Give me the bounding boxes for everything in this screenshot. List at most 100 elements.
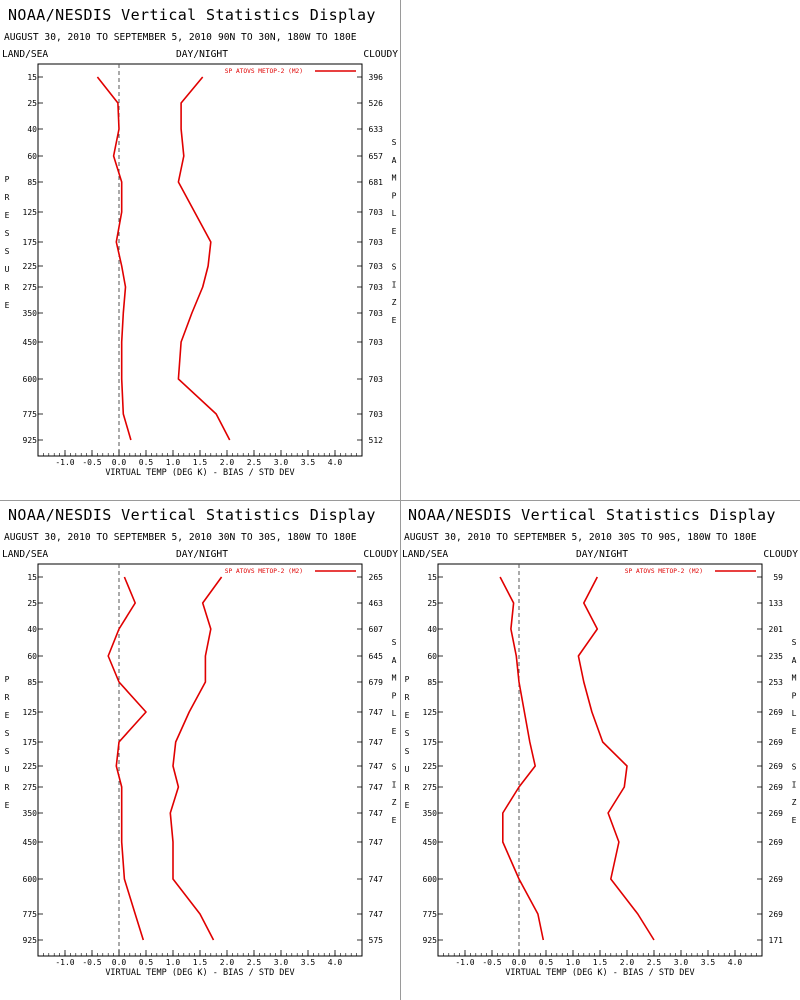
region-label: 90N TO 30N, 180W TO 180E	[218, 32, 357, 43]
sample-size-label: 607	[369, 625, 384, 634]
sample-size-label: 645	[369, 652, 384, 661]
x-axis-title: VIRTUAL TEMP (DEG K) - BIAS / STD DEV	[105, 468, 294, 478]
plot-frame	[37, 563, 363, 957]
pressure-level-label: 350	[423, 809, 438, 818]
pressure-level-label: 450	[23, 838, 38, 847]
pressure-level-label: 60	[427, 652, 437, 661]
x-tick-label: 0.0	[112, 958, 127, 967]
bias-series-line	[107, 576, 147, 941]
day-night-label: DAY/NIGHT	[176, 549, 228, 560]
right-axis-title-letter: Z	[392, 798, 397, 807]
x-tick-label: 1.5	[193, 458, 208, 467]
right-axis-title-letter: P	[392, 691, 397, 700]
chart-title: NOAA/NESDIS Vertical Statistics Display	[8, 506, 376, 524]
pressure-level-label: 60	[27, 152, 37, 161]
chart-svg: NOAA/NESDIS Vertical Statistics Display A…	[2, 506, 398, 978]
pressure-level-label: 175	[23, 238, 38, 247]
pressure-level-label: 125	[423, 708, 438, 717]
right-axis-title-letter: M	[392, 174, 397, 183]
pressure-level-label: 350	[23, 809, 38, 818]
y-axis-title-letter: R	[405, 783, 410, 792]
pressure-level-label: 275	[23, 783, 38, 792]
land-sea-label: LAND/SEA	[2, 549, 48, 560]
sample-size-label: 269	[769, 783, 784, 792]
pressure-level-label: 85	[427, 678, 437, 687]
pressure-level-label: 775	[23, 410, 38, 419]
pressure-level-label: 25	[27, 99, 37, 108]
sample-size-label: 269	[769, 875, 784, 884]
x-tick-label: 4.0	[328, 458, 343, 467]
y-axis-title-letter: E	[405, 801, 410, 810]
sample-size-label: 463	[369, 599, 384, 608]
x-tick-label: 3.5	[701, 958, 716, 967]
y-axis-title-letter: R	[5, 783, 10, 792]
pressure-level-label: 450	[423, 838, 438, 847]
chart-svg: NOAA/NESDIS Vertical Statistics Display A…	[2, 6, 398, 478]
pressure-level-label: 125	[23, 208, 38, 217]
x-tick-label: 3.0	[274, 958, 289, 967]
x-tick-label: 1.0	[166, 958, 181, 967]
right-axis-title-letter: S	[392, 638, 397, 647]
sample-size-label: 703	[369, 338, 384, 347]
right-axis-title-letter: S	[392, 263, 397, 272]
sample-size-label: 703	[369, 375, 384, 384]
sample-size-label: 269	[769, 708, 784, 717]
y-axis-title-letter: E	[5, 711, 10, 720]
x-tick-label: 0.5	[539, 958, 554, 967]
x-tick-label: 1.0	[166, 458, 181, 467]
right-axis-title-letter: Z	[792, 798, 797, 807]
right-axis-title-letter: I	[392, 280, 397, 289]
x-tick-label: 3.5	[301, 458, 316, 467]
right-axis-title-letter: L	[792, 709, 797, 718]
pressure-level-label: 40	[27, 125, 37, 134]
sample-size-label: 575	[369, 936, 384, 945]
pressure-level-label: 925	[23, 436, 38, 445]
cloudy-label: CLOUDY	[363, 49, 398, 60]
chart-panel-south: NOAA/NESDIS Vertical Statistics Display A…	[400, 500, 800, 1000]
y-axis-title-letter: E	[5, 211, 10, 220]
pressure-level-label: 60	[27, 652, 37, 661]
x-axis-title: VIRTUAL TEMP (DEG K) - BIAS / STD DEV	[105, 968, 294, 978]
pressure-level-label: 15	[427, 573, 437, 582]
pressure-level-label: 85	[27, 678, 37, 687]
sample-size-label: 703	[369, 283, 384, 292]
y-axis-title-letter: S	[405, 747, 410, 756]
sample-size-label: 747	[369, 708, 384, 717]
right-axis-title-letter: E	[792, 816, 797, 825]
pressure-level-label: 350	[23, 309, 38, 318]
pressure-level-label: 125	[23, 708, 38, 717]
pressure-level-label: 600	[423, 875, 438, 884]
right-axis-title-letter: E	[392, 316, 397, 325]
sample-size-label: 59	[773, 573, 783, 582]
region-label: 30S TO 90S, 180W TO 180E	[618, 532, 757, 543]
legend-label: SP ATOVS METOP-2 (M2)	[225, 68, 303, 75]
pressure-level-label: 275	[23, 283, 38, 292]
sample-size-label: 133	[769, 599, 784, 608]
sample-size-label: 747	[369, 910, 384, 919]
pressure-level-label: 15	[27, 73, 37, 82]
land-sea-label: LAND/SEA	[402, 549, 448, 560]
pressure-level-label: 925	[23, 936, 38, 945]
right-axis-title-letter: I	[392, 780, 397, 789]
x-tick-label: -0.5	[82, 958, 101, 967]
x-tick-label: 4.0	[328, 958, 343, 967]
right-axis-title-letter: E	[392, 227, 397, 236]
date-range: AUGUST 30, 2010 TO SEPTEMBER 5, 2010	[404, 532, 612, 543]
y-axis-title-letter: R	[5, 283, 10, 292]
pressure-level-label: 775	[423, 910, 438, 919]
right-axis-title-letter: I	[792, 780, 797, 789]
x-tick-label: 1.5	[593, 958, 608, 967]
right-axis-title-letter: P	[392, 191, 397, 200]
std-dev-series-line	[169, 576, 223, 941]
x-tick-label: -0.5	[82, 458, 101, 467]
sample-size-label: 703	[369, 309, 384, 318]
sample-size-label: 269	[769, 910, 784, 919]
right-axis-title-letter: E	[392, 816, 397, 825]
chart-subtitle: AUGUST 30, 2010 TO SEPTEMBER 5, 2010 90N …	[4, 32, 357, 43]
day-night-label: DAY/NIGHT	[576, 549, 628, 560]
x-axis-title: VIRTUAL TEMP (DEG K) - BIAS / STD DEV	[505, 968, 694, 978]
cloudy-label: CLOUDY	[763, 549, 798, 560]
land-sea-label: LAND/SEA	[2, 49, 48, 60]
right-axis-title-letter: A	[392, 156, 397, 165]
